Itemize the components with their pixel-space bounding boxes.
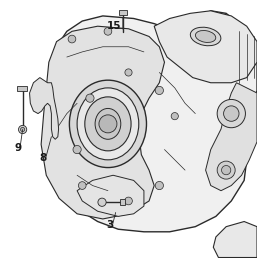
Circle shape xyxy=(217,99,245,128)
Circle shape xyxy=(104,28,112,35)
Circle shape xyxy=(98,198,106,206)
Circle shape xyxy=(73,146,81,154)
Circle shape xyxy=(86,94,94,102)
Ellipse shape xyxy=(195,30,216,43)
Circle shape xyxy=(19,125,27,134)
Circle shape xyxy=(125,69,132,76)
Circle shape xyxy=(224,106,239,121)
Text: 3: 3 xyxy=(107,220,114,230)
Circle shape xyxy=(155,86,163,95)
FancyBboxPatch shape xyxy=(17,86,27,91)
Ellipse shape xyxy=(95,108,121,139)
Ellipse shape xyxy=(77,88,139,160)
FancyBboxPatch shape xyxy=(120,199,125,205)
Circle shape xyxy=(68,35,76,43)
Ellipse shape xyxy=(85,97,131,151)
Circle shape xyxy=(217,161,235,179)
Circle shape xyxy=(155,181,163,190)
Text: 9: 9 xyxy=(14,143,21,153)
Circle shape xyxy=(222,165,231,175)
Polygon shape xyxy=(154,11,257,83)
Polygon shape xyxy=(30,78,59,139)
Circle shape xyxy=(171,112,178,120)
Polygon shape xyxy=(206,83,257,191)
Text: 8: 8 xyxy=(40,153,47,163)
Text: 15: 15 xyxy=(107,21,121,31)
Ellipse shape xyxy=(69,80,146,167)
Ellipse shape xyxy=(190,27,221,46)
FancyBboxPatch shape xyxy=(119,10,127,15)
Circle shape xyxy=(125,197,132,205)
Circle shape xyxy=(78,182,86,189)
Polygon shape xyxy=(44,11,257,232)
Circle shape xyxy=(99,115,117,133)
Polygon shape xyxy=(41,26,164,219)
Polygon shape xyxy=(213,222,257,257)
Circle shape xyxy=(21,127,25,132)
Polygon shape xyxy=(77,175,144,216)
